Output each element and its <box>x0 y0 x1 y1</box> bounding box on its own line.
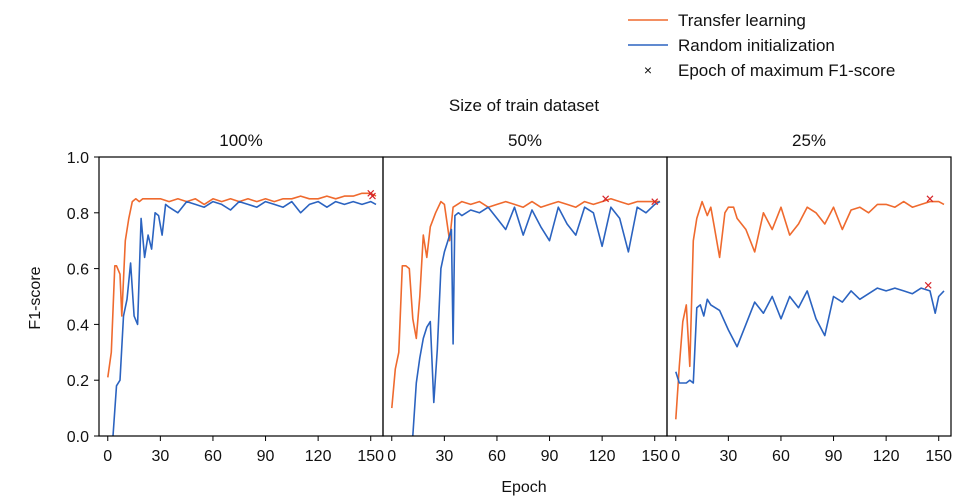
y-tick-label: 0.8 <box>67 206 89 223</box>
x-tick-label: 60 <box>772 448 790 465</box>
y-tick-label: 0.0 <box>67 429 89 446</box>
x-tick-label: 150 <box>925 448 952 465</box>
x-tick-label: 120 <box>589 448 616 465</box>
marker-stroke <box>651 198 659 206</box>
series-line-random <box>675 287 945 384</box>
legend-label-marker: Epoch of maximum F1-score <box>678 61 895 80</box>
chart-title: Size of train dataset <box>449 96 600 115</box>
y-axis-label: F1-score <box>27 266 44 329</box>
x-tick-label: 60 <box>204 448 222 465</box>
max-f1-marker <box>651 198 659 206</box>
panel-2: 50% 0 30 60 90 120 150 <box>382 131 668 465</box>
marker-stroke <box>369 192 376 200</box>
max-f1-marker <box>602 195 610 203</box>
x-tick-label: 150 <box>641 448 668 465</box>
x-tick-label: 0 <box>387 448 396 465</box>
legend-label-random: Random initialization <box>678 36 835 55</box>
panel-frame <box>382 156 668 437</box>
x-tick-label: 90 <box>541 448 559 465</box>
x-tick-label: 30 <box>151 448 169 465</box>
marker-stroke <box>924 281 932 289</box>
x-tick-label: 30 <box>435 448 453 465</box>
x-tick-label: 0 <box>103 448 112 465</box>
x-tick-label: 150 <box>357 448 384 465</box>
max-f1-marker <box>926 195 934 203</box>
marker-stroke <box>926 195 934 203</box>
marker-stroke <box>367 189 375 197</box>
x-tick-label: 60 <box>488 448 506 465</box>
x-tick-label: 120 <box>305 448 332 465</box>
x-tick-label: 120 <box>873 448 900 465</box>
panels: 100% 0 30 60 90 120 150 0.0 0.2 0.4 0.6 0.8 1.0 50% 0 3… <box>67 131 952 465</box>
panel-label: 100% <box>219 131 262 150</box>
panel-label: 25% <box>792 131 826 150</box>
marker-stroke <box>602 195 610 203</box>
x-tick-label: 90 <box>825 448 843 465</box>
series-line-random <box>112 200 377 437</box>
panel-frame <box>666 156 952 437</box>
x-tick-label: 0 <box>671 448 680 465</box>
y-tick-label: 0.2 <box>67 373 89 390</box>
series-line-transfer <box>107 192 377 378</box>
x-axis-label: Epoch <box>501 479 546 496</box>
legend-marker-x: × <box>644 62 652 78</box>
series-line-random <box>412 200 661 437</box>
legend: Transfer learning Random initialization … <box>628 11 895 80</box>
y-tick-label: 1.0 <box>67 150 89 167</box>
panel-3: 25% 0 30 60 90 120 150 <box>666 131 952 465</box>
x-tick-label: 90 <box>257 448 275 465</box>
max-f1-marker <box>369 192 376 200</box>
series-line-transfer <box>675 200 945 420</box>
panel-1: 100% 0 30 60 90 120 150 0.0 0.2 0.4 0.6 0.8 1.0 <box>67 131 384 465</box>
max-f1-marker <box>924 281 932 289</box>
panel-label: 50% <box>508 131 542 150</box>
x-tick-label: 30 <box>719 448 737 465</box>
legend-label-transfer: Transfer learning <box>678 11 806 30</box>
y-tick-label: 0.4 <box>67 317 89 334</box>
y-tick-label: 0.6 <box>67 262 89 279</box>
